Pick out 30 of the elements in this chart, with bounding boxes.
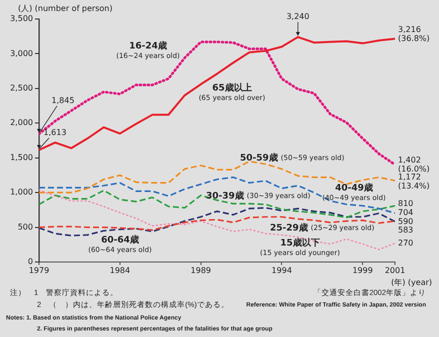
x-tick-label: 2001 xyxy=(384,266,406,275)
data-label: 270 xyxy=(398,238,414,248)
x-tick-label: 1994 xyxy=(272,266,292,275)
y-tick-label: 1,000 xyxy=(10,188,33,197)
data-label: 1,172 (13.4%) xyxy=(398,172,430,191)
data-label: 810 xyxy=(398,198,414,208)
x-axis-title: (年) (year) xyxy=(391,278,432,288)
y-axis-title: (人) (number of person) xyxy=(18,4,112,14)
x-tick-label: 1984 xyxy=(110,266,130,275)
line-series xyxy=(39,207,395,236)
line-series xyxy=(39,216,395,231)
data-label: 1,402 (16.0%) xyxy=(398,156,430,174)
line-series xyxy=(39,176,395,214)
data-label: 1,613 xyxy=(44,128,66,138)
y-tick-label: 2,500 xyxy=(10,84,33,93)
x-tick-label: 1989 xyxy=(190,266,211,275)
y-tick-label: 3,500 xyxy=(10,14,33,24)
data-label: 590 xyxy=(398,217,414,226)
data-label: 3,240 xyxy=(286,12,310,22)
x-tick-label: 1999 xyxy=(352,266,373,275)
data-label: 1,845 xyxy=(52,96,74,105)
y-tick-label: 2,000 xyxy=(10,118,33,128)
y-tick-label: 3,000 xyxy=(10,48,33,58)
data-label: 704 xyxy=(398,208,414,218)
x-tick-label: 1979 xyxy=(28,266,50,275)
data-label: 583 xyxy=(398,226,414,235)
y-tick-label: 0 xyxy=(28,257,33,266)
y-tick-label: 1,500 xyxy=(10,152,33,162)
data-label: 3,216 (36.8%) xyxy=(398,24,430,43)
y-tick-label: 500 xyxy=(18,222,33,232)
